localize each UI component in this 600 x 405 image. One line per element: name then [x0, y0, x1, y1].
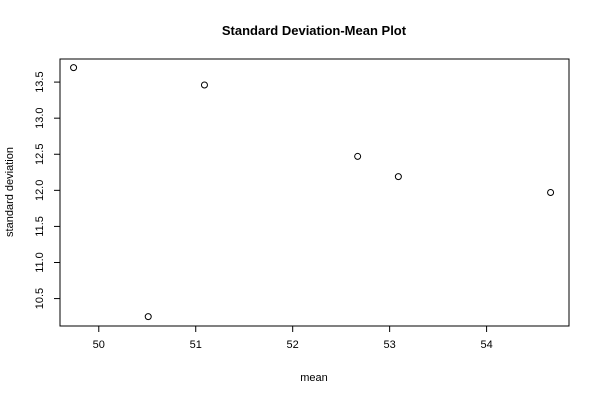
- x-tick-label: 52: [287, 339, 299, 351]
- x-axis-label: mean: [300, 372, 328, 384]
- x-axis: 50 51 52 53 54: [93, 326, 493, 351]
- y-tick-label: 10.5: [34, 288, 46, 309]
- data-point: [547, 189, 555, 196]
- y-tick-label: 13.5: [34, 71, 46, 92]
- data-points: [70, 64, 555, 321]
- plot-frame: [59, 58, 570, 327]
- y-axis: 10.5 11.0 11.5 12.0 12.5 13.0 13.5: [34, 71, 60, 309]
- x-tick-label: 51: [190, 339, 202, 351]
- data-point: [354, 152, 362, 160]
- y-axis-label: standard deviation: [4, 147, 16, 237]
- data-point: [144, 313, 152, 321]
- y-tick-label: 11.0: [34, 252, 46, 273]
- y-tick-label: 12.0: [34, 180, 46, 201]
- data-point: [200, 81, 208, 89]
- x-tick-label: 53: [384, 339, 396, 351]
- x-tick-label: 50: [93, 339, 105, 351]
- data-point: [70, 64, 78, 72]
- y-tick-label: 11.5: [34, 216, 46, 237]
- chart-title: Standard Deviation-Mean Plot: [222, 23, 407, 38]
- x-tick-label: 54: [480, 339, 492, 351]
- y-tick-label: 12.5: [34, 144, 46, 165]
- data-point: [394, 173, 402, 181]
- y-tick-label: 13.0: [34, 107, 46, 128]
